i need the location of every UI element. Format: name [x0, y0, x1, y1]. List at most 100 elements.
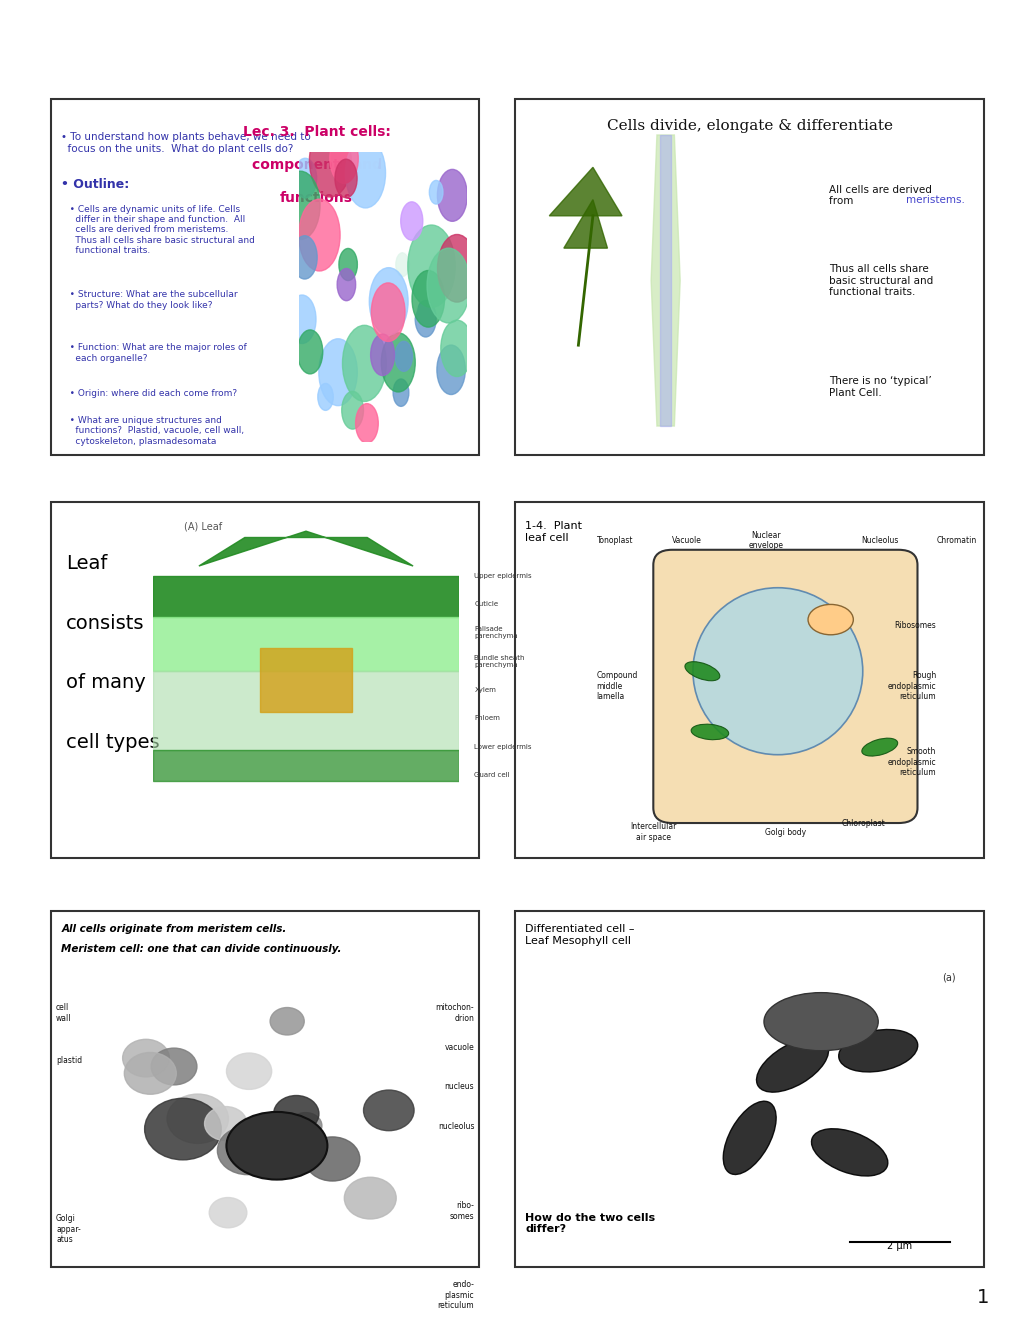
Bar	[515, 502, 983, 858]
Text: • Function: What are the major roles of
     each organelle?: • Function: What are the major roles of …	[61, 343, 247, 363]
FancyBboxPatch shape	[653, 549, 917, 824]
Text: 2 μm: 2 μm	[887, 1241, 911, 1251]
Text: functions: functions	[280, 191, 353, 206]
Ellipse shape	[838, 1030, 917, 1072]
Circle shape	[226, 1053, 271, 1089]
Text: of many: of many	[66, 673, 146, 692]
Polygon shape	[153, 671, 459, 750]
Text: Nucleolus: Nucleolus	[860, 536, 898, 545]
Circle shape	[299, 199, 339, 271]
Circle shape	[151, 1048, 197, 1085]
Circle shape	[329, 133, 358, 183]
Polygon shape	[659, 135, 671, 426]
Circle shape	[336, 368, 374, 433]
Ellipse shape	[861, 738, 897, 756]
Text: ribo-
somes: ribo- somes	[449, 1201, 474, 1221]
Text: 1: 1	[976, 1288, 988, 1307]
Text: consists: consists	[66, 614, 145, 632]
Ellipse shape	[684, 661, 719, 681]
Bar	[515, 99, 983, 455]
Text: endo-
plasmic
reticulum: endo- plasmic reticulum	[437, 1280, 474, 1311]
Circle shape	[305, 1137, 360, 1181]
Text: Vacuole: Vacuole	[804, 975, 837, 985]
Circle shape	[369, 268, 408, 335]
Circle shape	[293, 158, 316, 198]
Circle shape	[209, 1197, 247, 1228]
Text: meristems.: meristems.	[905, 195, 964, 206]
Text: • What are unique structures and
     functions?  Plastid, vacuole, cell wall,
 : • What are unique structures and functio…	[61, 416, 245, 446]
Circle shape	[344, 1177, 395, 1218]
Circle shape	[363, 1090, 414, 1131]
Circle shape	[450, 182, 472, 219]
Circle shape	[341, 391, 363, 429]
Text: Chloroplast: Chloroplast	[892, 1090, 940, 1098]
Text: Xylem: Xylem	[474, 686, 495, 693]
Circle shape	[370, 334, 394, 375]
Ellipse shape	[691, 725, 728, 739]
Circle shape	[318, 383, 333, 411]
Circle shape	[334, 160, 357, 198]
Circle shape	[122, 1039, 169, 1077]
Text: (A) Leaf: (A) Leaf	[183, 521, 221, 532]
Circle shape	[342, 325, 386, 401]
Text: Ribosomes: Ribosomes	[894, 622, 935, 630]
Circle shape	[395, 252, 409, 276]
Text: Chromatin: Chromatin	[935, 536, 975, 545]
Circle shape	[394, 342, 412, 371]
Text: Cells divide, elongate & differentiate: Cells divide, elongate & differentiate	[606, 119, 892, 133]
Polygon shape	[153, 750, 459, 781]
Text: Golgi body: Golgi body	[764, 828, 805, 837]
Circle shape	[347, 131, 378, 183]
Circle shape	[217, 1126, 277, 1175]
Text: Phloem: Phloem	[474, 715, 499, 721]
Polygon shape	[153, 576, 459, 616]
Circle shape	[400, 202, 423, 240]
Text: Cuticle: Cuticle	[474, 601, 498, 607]
Text: • Origin: where did each come from?: • Origin: where did each come from?	[61, 389, 237, 399]
Text: Lec. 3.  Plant cells:: Lec. 3. Plant cells:	[243, 125, 390, 140]
Circle shape	[345, 139, 385, 209]
Text: Compound
middle
lamella: Compound middle lamella	[596, 672, 638, 701]
Circle shape	[341, 131, 382, 201]
Text: • To understand how plants behave, we need to
  focus on the units.  What do pla: • To understand how plants behave, we ne…	[61, 132, 311, 153]
Ellipse shape	[226, 1111, 327, 1180]
Text: 1-4.  Plant
leaf cell: 1-4. Plant leaf cell	[525, 521, 582, 543]
Ellipse shape	[811, 1129, 887, 1176]
Circle shape	[292, 236, 317, 279]
Circle shape	[280, 172, 320, 240]
Polygon shape	[564, 199, 607, 248]
Circle shape	[289, 1113, 322, 1139]
Text: vacuole: vacuole	[444, 1043, 474, 1052]
Text: Granum: Granum	[892, 1127, 925, 1137]
Circle shape	[337, 268, 356, 301]
Text: Rough
endoplasmic
reticulum: Rough endoplasmic reticulum	[887, 672, 935, 701]
Polygon shape	[549, 168, 622, 215]
Circle shape	[436, 345, 465, 395]
Circle shape	[381, 333, 415, 392]
Circle shape	[356, 404, 378, 444]
Text: Thus all cells share
basic structural and
functional traits.: Thus all cells share basic structural an…	[828, 264, 932, 297]
Text: Intercellular
air space: Intercellular air space	[630, 822, 676, 842]
Polygon shape	[199, 531, 413, 566]
Circle shape	[287, 294, 316, 343]
Bar	[51, 911, 479, 1267]
Text: Golgi
appar-
atus: Golgi appar- atus	[56, 1214, 81, 1245]
Circle shape	[309, 124, 351, 197]
Ellipse shape	[692, 587, 862, 755]
Text: Bundle sheath
parenchyma: Bundle sheath parenchyma	[474, 655, 525, 668]
Circle shape	[415, 301, 436, 337]
Text: Tonoplast: Tonoplast	[596, 536, 633, 545]
Circle shape	[437, 235, 476, 302]
Text: • Cells are dynamic units of life. Cells
     differ in their shape and function: • Cells are dynamic units of life. Cells…	[61, 205, 255, 255]
Ellipse shape	[807, 605, 853, 635]
Text: Leaf: Leaf	[66, 554, 108, 573]
Ellipse shape	[763, 993, 877, 1051]
Text: components and: components and	[252, 158, 381, 173]
Text: 10 μm: 10 μm	[245, 1241, 275, 1251]
Circle shape	[205, 1106, 247, 1140]
Text: Nuclear
envelope: Nuclear envelope	[748, 531, 784, 550]
Text: plastid: plastid	[56, 1056, 83, 1065]
Circle shape	[429, 181, 442, 205]
Circle shape	[273, 1096, 319, 1133]
Text: All cells originate from meristem cells.: All cells originate from meristem cells.	[61, 924, 286, 935]
